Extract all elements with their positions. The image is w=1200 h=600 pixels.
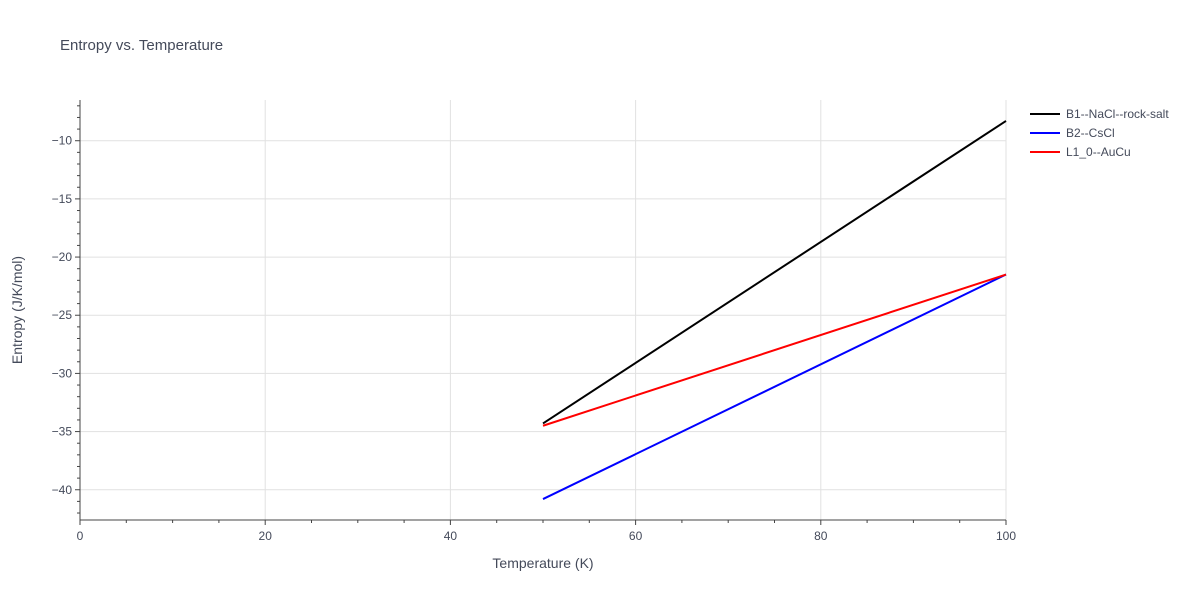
x-tick-label: 0 xyxy=(77,529,84,543)
legend-label: L1_0--AuCu xyxy=(1066,145,1131,159)
x-tick-label: 100 xyxy=(996,529,1016,543)
chart-title: Entropy vs. Temperature xyxy=(60,37,223,54)
grid xyxy=(80,100,1007,520)
y-tick-label: −25 xyxy=(52,308,73,322)
axes: 0 20 40 60 80 100 −40 −35 −30 −25 −20 −15 −10 xyxy=(52,100,1016,543)
y-tick-label: −30 xyxy=(52,366,73,380)
x-axis-title: Temperature (K) xyxy=(492,555,593,571)
y-tick-label: −40 xyxy=(52,483,73,497)
x-tick-label: 60 xyxy=(629,529,643,543)
legend-label: B2--CsCl xyxy=(1066,126,1115,140)
legend-item-3[interactable]: L1_0--AuCu xyxy=(1030,145,1131,159)
legend[interactable]: B1--NaCl--rock-salt B2--CsCl L1_0--AuCu xyxy=(1030,107,1169,159)
series-line-2[interactable] xyxy=(542,273,1007,500)
legend-label: B1--NaCl--rock-salt xyxy=(1066,107,1169,121)
y-tick-label: −15 xyxy=(52,192,73,206)
x-tick-label: 40 xyxy=(444,529,458,543)
legend-item-1[interactable]: B1--NaCl--rock-salt xyxy=(1030,107,1169,121)
y-tick-label: −20 xyxy=(52,250,73,264)
x-tick-label: 20 xyxy=(259,529,273,543)
x-tick-label: 80 xyxy=(814,529,828,543)
series-line-1[interactable] xyxy=(542,120,1007,425)
plot-area xyxy=(542,120,1007,500)
series-line-3[interactable] xyxy=(542,273,1007,427)
y-tick-label: −35 xyxy=(52,425,73,439)
y-axis-title: Entropy (J/K/mol) xyxy=(9,256,25,364)
y-tick-label: −10 xyxy=(52,134,73,148)
legend-item-2[interactable]: B2--CsCl xyxy=(1030,126,1115,140)
